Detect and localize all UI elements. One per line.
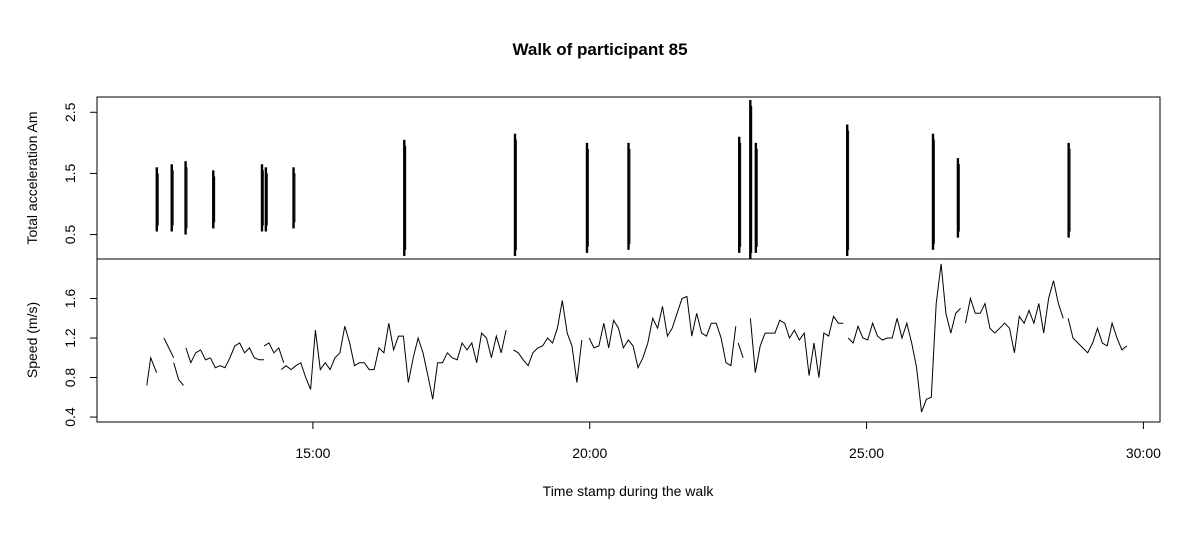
y-tick-label: 1.2	[62, 328, 78, 348]
acceleration-burst-bar	[738, 136, 741, 253]
acceleration-burst	[212, 170, 216, 229]
speed-marks	[146, 263, 1128, 413]
speed-line-segment	[185, 347, 211, 365]
speed-line-segment	[163, 337, 175, 359]
acceleration-burst-bar	[184, 161, 187, 235]
speed-line-segment	[280, 323, 507, 400]
acceleration-burst	[956, 158, 960, 238]
acceleration-burst	[170, 164, 174, 232]
acceleration-burst	[403, 139, 407, 256]
acceleration-burst-bar	[931, 133, 935, 250]
acceleration-burst-bar	[170, 164, 173, 232]
acceleration-burst-bar	[292, 167, 295, 229]
x-tick-label: 20:00	[572, 445, 607, 461]
acceleration-burst	[931, 133, 935, 250]
acceleration-burst	[738, 136, 742, 253]
x-tick-label: 15:00	[295, 445, 330, 461]
acceleration-burst-bar	[513, 133, 517, 256]
acceleration-burst	[585, 142, 589, 253]
speed-y-axis-label: Speed (m/s)	[24, 302, 40, 378]
speed-line-segment	[209, 342, 265, 369]
acceleration-burst-bar	[845, 124, 849, 256]
acceleration-panel: 0.5 1.5 2.5 Total acceleration Am	[24, 96, 1161, 260]
acceleration-burst-bar	[212, 170, 215, 229]
acceleration-y-axis-label: Total acceleration Am	[24, 111, 40, 244]
acceleration-burst	[627, 142, 631, 250]
acceleration-burst-bar	[956, 158, 960, 238]
acceleration-burst	[749, 100, 753, 259]
acceleration-burst-bar	[403, 139, 406, 256]
speed-line-segment	[965, 280, 1064, 353]
x-axis: 15:00 20:00 25:00 30:00	[295, 421, 1161, 461]
chart-title: Walk of participant 85	[512, 40, 687, 59]
acceleration-burst	[754, 142, 758, 253]
acceleration-burst	[264, 167, 268, 232]
x-axis-label: Time stamp during the walk	[543, 483, 715, 499]
acceleration-marks	[155, 100, 1071, 259]
acceleration-burst-bar	[260, 164, 264, 232]
acceleration-burst	[513, 133, 517, 256]
speed-line-segment	[1067, 318, 1128, 354]
acceleration-y-axis: 0.5 1.5 2.5	[62, 102, 98, 245]
acceleration-burst-bar	[264, 167, 268, 232]
speed-line-segment	[847, 263, 961, 413]
acceleration-burst-bar	[1067, 142, 1070, 238]
x-tick-label: 30:00	[1126, 445, 1161, 461]
speed-line-segment	[749, 315, 844, 378]
y-tick-label: 0.4	[62, 407, 78, 427]
y-tick-label: 2.5	[62, 102, 78, 122]
acceleration-burst	[845, 124, 850, 256]
acceleration-burst	[1067, 142, 1071, 238]
acceleration-burst	[292, 167, 296, 229]
acceleration-burst-bar	[754, 142, 758, 253]
acceleration-burst-bar	[585, 142, 589, 253]
speed-line-segment	[173, 362, 184, 386]
speed-line-segment	[263, 342, 285, 363]
acceleration-burst-bar	[749, 100, 752, 259]
acceleration-burst	[184, 161, 188, 235]
acceleration-burst	[260, 164, 264, 232]
y-tick-label: 0.8	[62, 368, 78, 388]
speed-line-segment	[146, 355, 158, 386]
speed-line-segment	[588, 295, 737, 370]
y-tick-label: 1.6	[62, 289, 78, 309]
y-tick-label: 1.5	[62, 163, 78, 183]
y-tick-label: 0.5	[62, 225, 78, 245]
acceleration-burst	[155, 167, 159, 232]
speed-y-axis: 0.4 0.8 1.2 1.6	[62, 289, 98, 427]
speed-line-segment	[737, 342, 744, 358]
acceleration-burst-bar	[155, 167, 158, 232]
acceleration-burst-bar	[627, 142, 630, 250]
speed-line-segment	[513, 300, 583, 383]
x-tick-label: 25:00	[849, 445, 884, 461]
